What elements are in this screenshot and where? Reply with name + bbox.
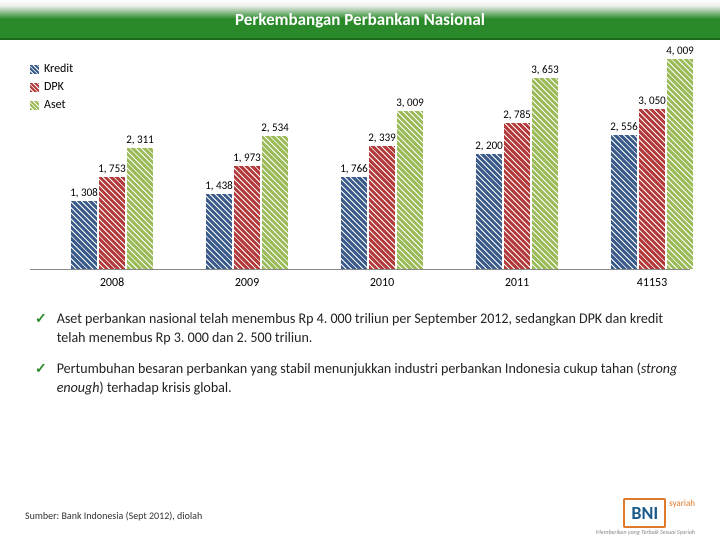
bar: 1, 753	[99, 177, 125, 269]
x-axis-label: 2011	[467, 276, 567, 290]
bar-group: 2, 5563, 0504, 009	[610, 59, 694, 269]
source-footnote: Sumber: Bank Indonesia (Sept 2012), diol…	[25, 509, 202, 522]
logo-suffix: syariah	[669, 498, 695, 509]
bar-group: 1, 4381, 9732, 534	[205, 136, 289, 269]
bar-value-label: 3, 009	[380, 96, 440, 109]
logo-tagline: Memberikan yang Terbaik Sesuai Syariah	[596, 528, 695, 536]
bar-value-label: 3, 653	[515, 63, 575, 76]
title-bar: Perkembangan Perbankan Nasional	[0, 0, 720, 40]
bullet-item: ✓ Pertumbuhan besaran perbankan yang stab…	[35, 360, 685, 398]
bar: 2, 534	[262, 136, 288, 269]
page-title: Perkembangan Perbankan Nasional	[235, 9, 485, 30]
bar-chart: KreditDPKAset 1, 3081, 7532, 3111, 4381,…	[10, 50, 710, 295]
chart-plot: 1, 3081, 7532, 3111, 4381, 9732, 5341, 7…	[30, 50, 690, 270]
bar-value-label: 2, 534	[245, 121, 305, 134]
bar: 3, 050	[639, 109, 665, 269]
bar: 4, 009	[667, 59, 693, 269]
bar: 1, 438	[206, 194, 232, 269]
bar-value-label: 4, 009	[650, 44, 710, 57]
bar-group: 1, 7662, 3393, 009	[340, 111, 424, 269]
bullet-text: Pertumbuhan besaran perbankan yang stabi…	[57, 360, 685, 398]
bar-value-label: 2, 311	[110, 133, 170, 146]
check-icon: ✓	[35, 310, 47, 348]
bar: 2, 200	[476, 154, 502, 269]
bullet-list: ✓ Aset perbankan nasional telah menembus …	[35, 310, 685, 398]
check-icon: ✓	[35, 360, 47, 398]
x-axis-label: 2008	[62, 276, 162, 290]
bullet-item: ✓ Aset perbankan nasional telah menembus …	[35, 310, 685, 348]
bullet-text: Aset perbankan nasional telah menembus R…	[57, 310, 685, 348]
bar: 1, 308	[71, 201, 97, 270]
bar-group: 1, 3081, 7532, 311	[70, 148, 154, 269]
bar: 2, 311	[127, 148, 153, 269]
logo-text: BNI	[623, 498, 666, 528]
x-axis-label: 2010	[332, 276, 432, 290]
bar: 3, 653	[532, 78, 558, 269]
bar: 2, 556	[611, 135, 637, 269]
bar-group: 2, 2002, 7853, 653	[475, 78, 559, 269]
bar: 1, 766	[341, 177, 367, 270]
bar: 2, 339	[369, 146, 395, 269]
bni-logo: BNI syariah	[623, 498, 695, 528]
x-axis-label: 2009	[197, 276, 297, 290]
bar: 2, 785	[504, 123, 530, 269]
bar: 1, 973	[234, 166, 260, 269]
bar: 3, 009	[397, 111, 423, 269]
x-axis-label: 41153	[602, 276, 702, 290]
